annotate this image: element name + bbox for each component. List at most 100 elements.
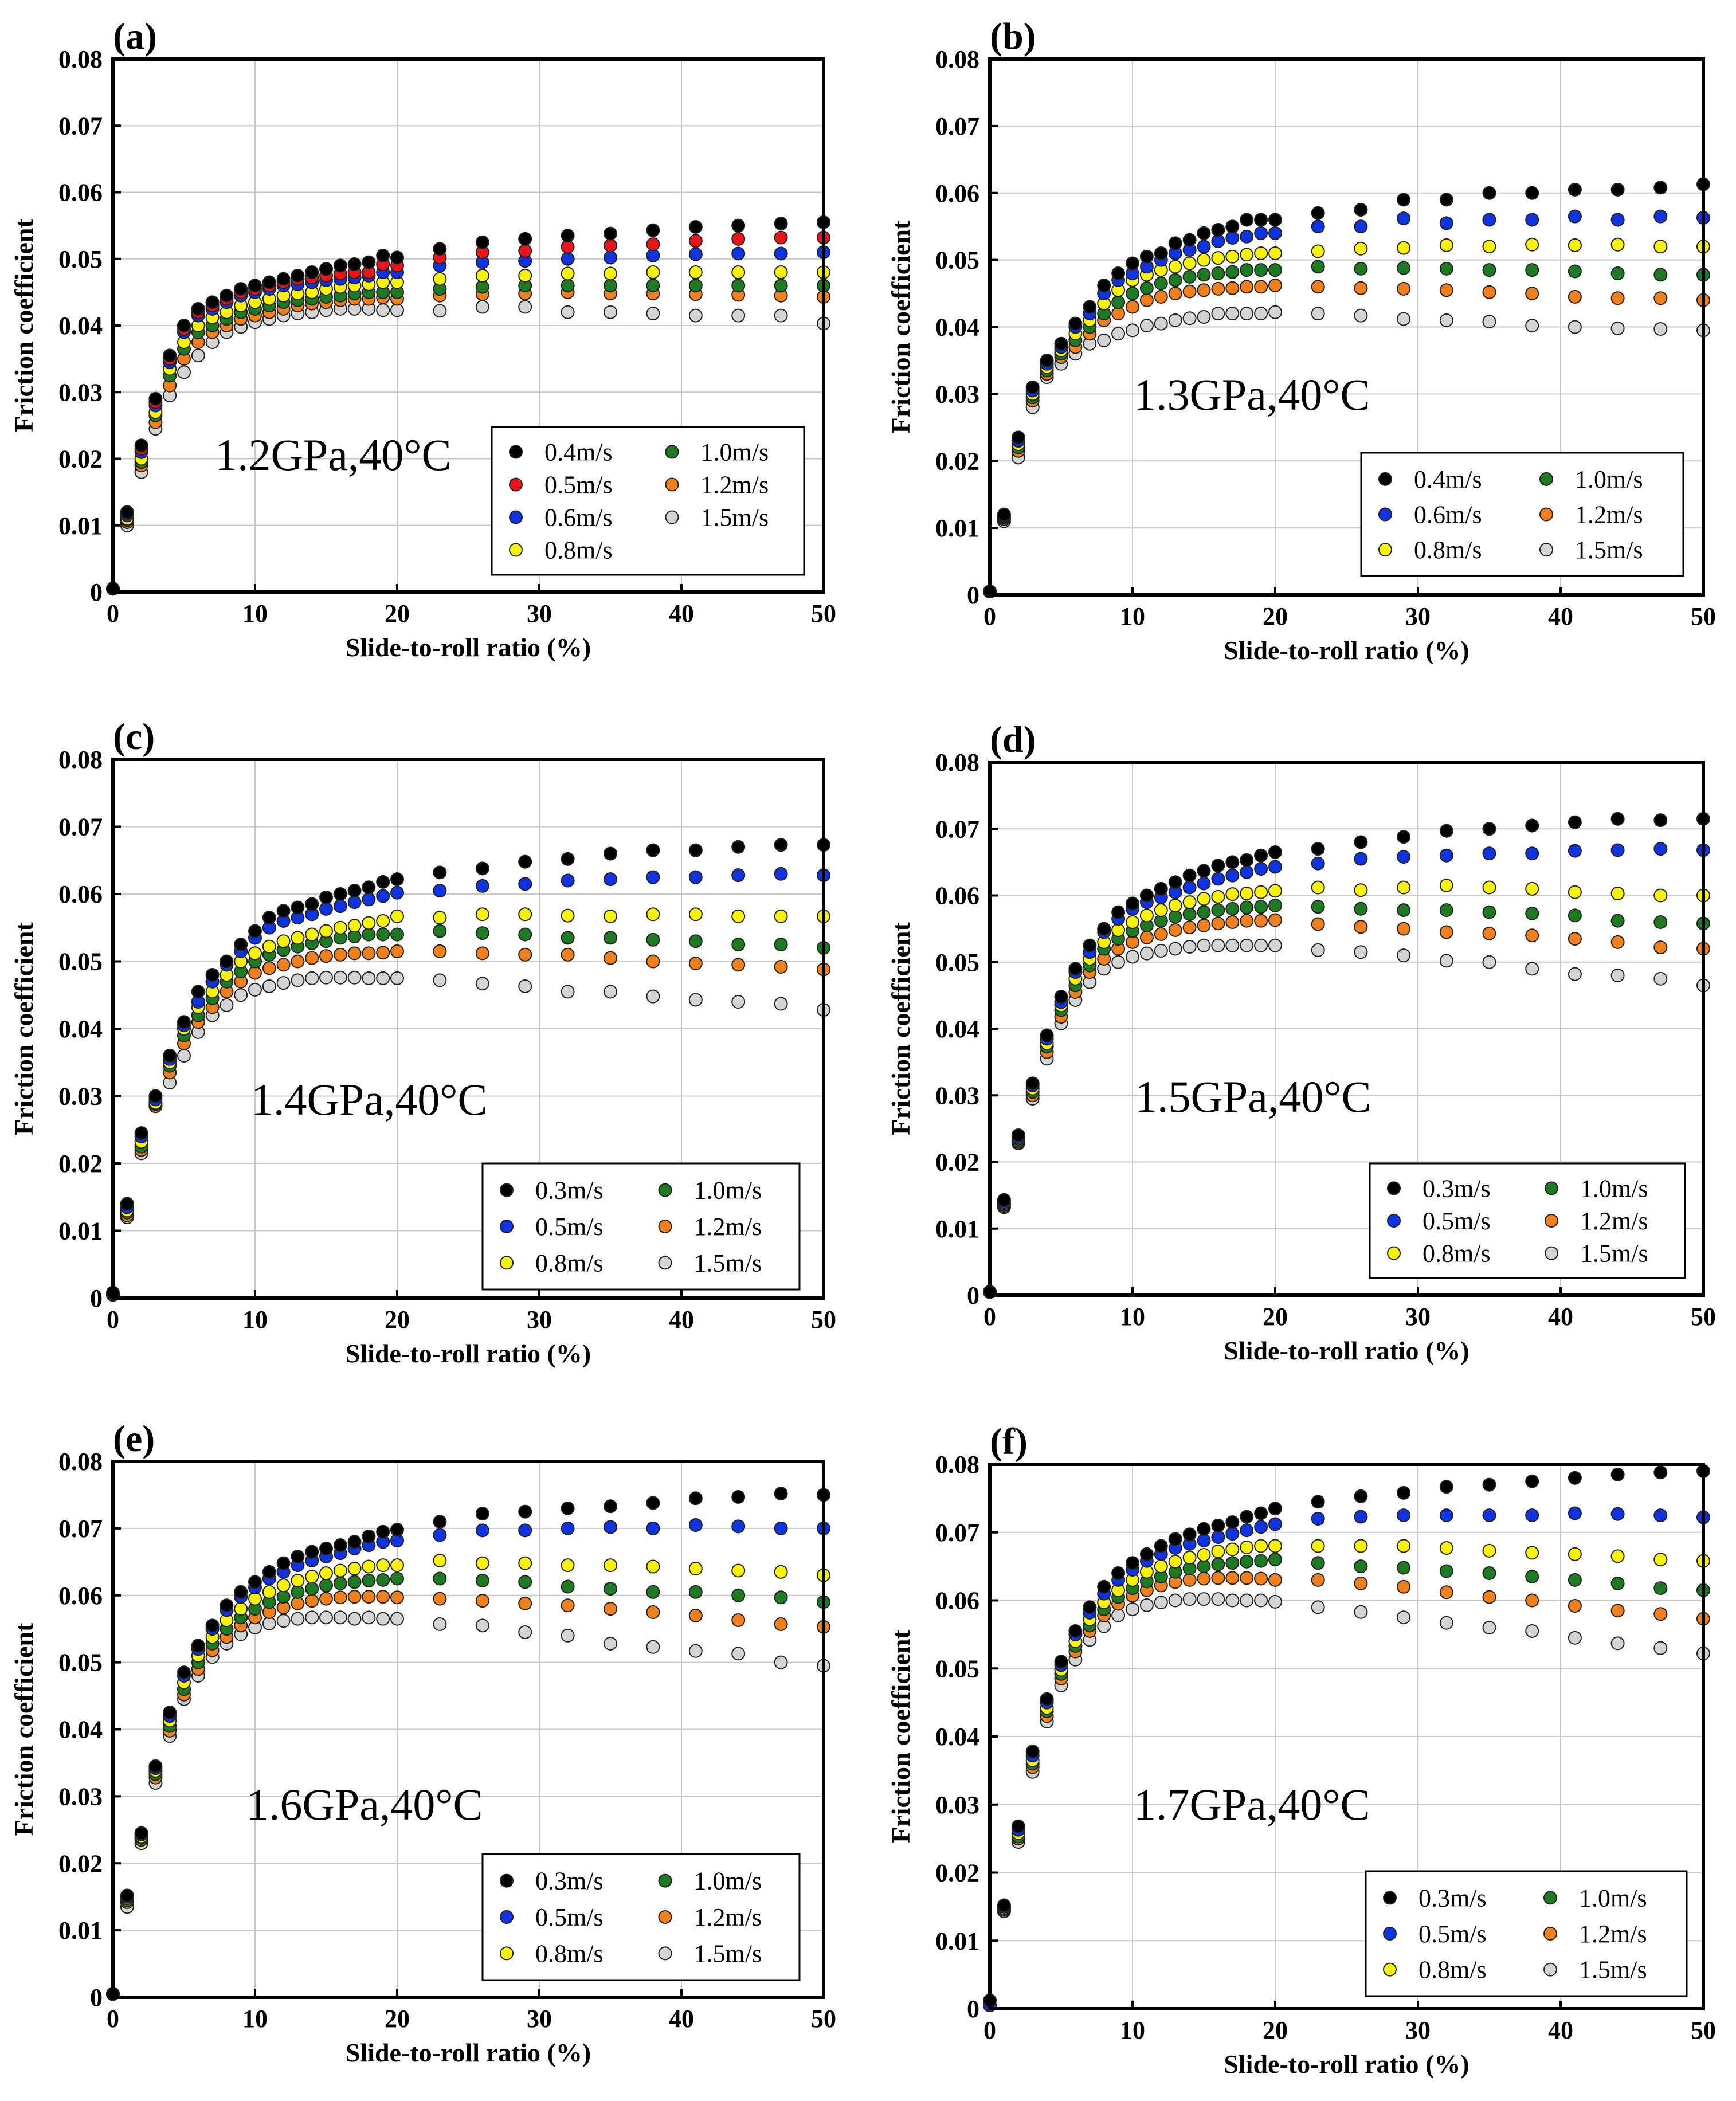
data-point [1254, 1554, 1268, 1568]
data-point [774, 867, 788, 881]
data-point [1354, 1605, 1368, 1619]
data-point [1653, 971, 1668, 986]
data-point [1111, 1608, 1126, 1622]
data-point [319, 890, 333, 904]
data-point [646, 1605, 660, 1619]
legend-marker [1387, 1246, 1401, 1260]
data-point [376, 946, 390, 960]
data-point [518, 268, 532, 283]
data-point [333, 1538, 347, 1553]
data-point [1568, 182, 1582, 197]
legend-label: 1.2m/s [1579, 1920, 1647, 1948]
x-tick-label: 50 [811, 599, 836, 628]
data-point [1397, 241, 1411, 255]
legend-label: 0.5m/s [535, 1213, 604, 1241]
legend-marker [1543, 1891, 1557, 1905]
data-point [561, 279, 575, 293]
data-point [731, 909, 746, 923]
data-point [1311, 1539, 1325, 1553]
y-tick-label: 0.02 [58, 1849, 103, 1877]
legend-item: 0.6m/s [509, 504, 613, 532]
legend-label: 1.5m/s [1579, 1956, 1647, 1984]
x-axis-label: Slide-to-roll ratio (%) [1224, 636, 1469, 665]
y-tick-label: 0.01 [935, 514, 979, 542]
data-point [1126, 323, 1139, 338]
data-point [1168, 236, 1182, 250]
data-point [561, 873, 575, 888]
legend-item: 0.8m/s [1387, 1240, 1491, 1268]
data-point [604, 951, 617, 965]
data-point [1139, 930, 1154, 944]
data-point [220, 288, 234, 303]
data-point [646, 265, 660, 279]
y-tick-label: 0.07 [58, 1515, 103, 1543]
data-point [148, 1759, 163, 1773]
data-points [983, 812, 1710, 1299]
data-point [177, 319, 191, 332]
data-point [1240, 900, 1254, 915]
data-point [688, 219, 703, 234]
data-point [1397, 1561, 1411, 1575]
plot-frame [988, 57, 1705, 597]
legend-marker [665, 445, 679, 459]
data-point [1182, 880, 1197, 895]
data-point [1225, 281, 1240, 295]
data-point [220, 1598, 234, 1613]
data-point [1211, 1592, 1225, 1606]
data-point [319, 1566, 333, 1581]
condition-annotation: 1.3GPa,40°C [1134, 370, 1370, 420]
data-point [518, 979, 532, 993]
legend-marker [658, 1220, 672, 1233]
legend-label: 1.2m/s [701, 471, 769, 499]
data-point [291, 1596, 305, 1610]
data-point [1397, 1610, 1411, 1625]
data-point [276, 1590, 291, 1604]
data-point [604, 266, 617, 281]
legend-marker [1543, 1962, 1557, 1977]
x-tick-label: 40 [669, 599, 694, 628]
data-point [376, 875, 390, 889]
legend-marker [509, 510, 523, 524]
data-point [390, 250, 404, 265]
data-point [1354, 261, 1368, 276]
legend-marker [1539, 507, 1553, 522]
data-point [1268, 213, 1282, 227]
legend-label: 0.5m/s [535, 1903, 604, 1931]
legend-label: 1.5m/s [694, 1939, 762, 1967]
data-point [1525, 263, 1539, 277]
y-tick-label: 0.02 [935, 1149, 979, 1177]
series-0.4m/s [983, 177, 1710, 599]
data-point [1197, 892, 1211, 906]
data-point [1154, 943, 1168, 958]
data-point [1197, 905, 1211, 919]
legend-item: 0.8m/s [1378, 536, 1482, 564]
panel-label: (e) [113, 1418, 155, 1460]
data-point [1568, 1630, 1582, 1645]
y-tick-label: 0.01 [935, 1215, 979, 1243]
legend-label: 0.8m/s [544, 536, 613, 565]
data-point [1025, 1745, 1040, 1759]
series-1.5m/s [106, 970, 830, 1302]
data-point [433, 944, 447, 958]
data-point [347, 970, 362, 985]
data-point [1311, 856, 1325, 871]
data-point [333, 899, 347, 914]
data-point [1168, 923, 1182, 937]
y-tick-label: 0 [90, 578, 103, 606]
data-point [1482, 315, 1496, 329]
series-1.5m/s [983, 1592, 1710, 2013]
data-point [475, 946, 489, 961]
data-point [731, 995, 746, 1009]
data-point [1653, 1581, 1668, 1596]
data-point [390, 1571, 404, 1586]
data-point [1354, 945, 1368, 959]
x-tick-label: 50 [1691, 2016, 1716, 2044]
data-point [1653, 291, 1668, 305]
data-point [1439, 1508, 1453, 1523]
data-point [1397, 1508, 1411, 1523]
data-point [433, 1571, 447, 1586]
data-point [1197, 1534, 1211, 1547]
data-point [1126, 1556, 1139, 1570]
data-point [291, 954, 305, 969]
